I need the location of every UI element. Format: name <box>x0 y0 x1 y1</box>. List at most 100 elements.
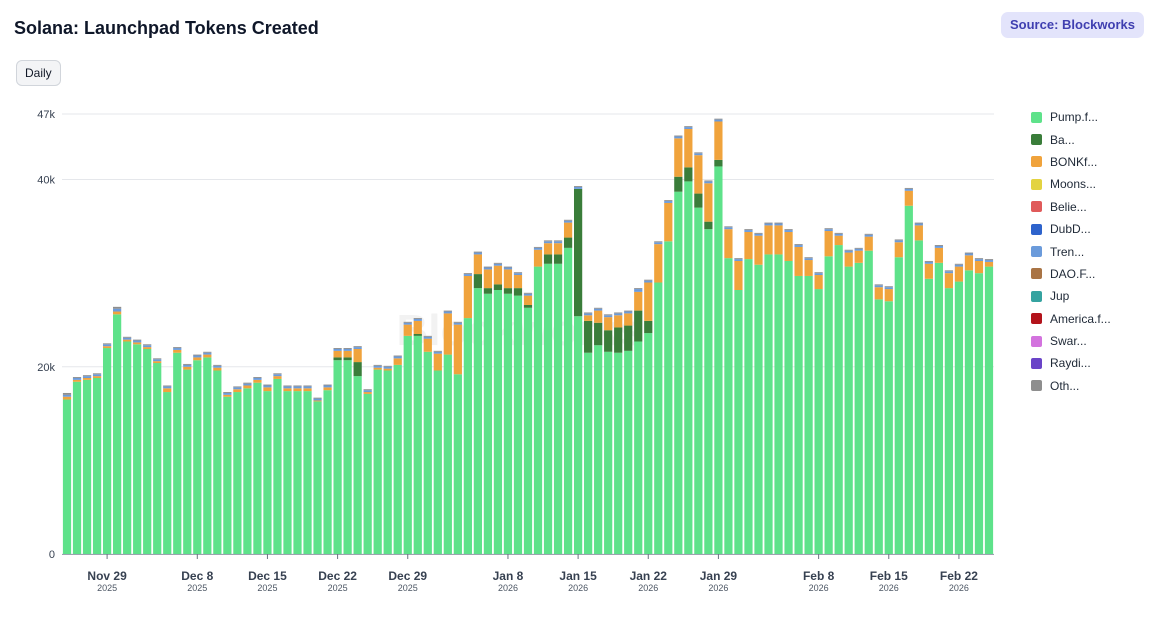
bar-segment <box>123 341 132 554</box>
bar-segment <box>553 263 563 554</box>
bar-segment <box>624 350 633 554</box>
bar-segment <box>353 347 362 349</box>
legend-item[interactable]: DubD... <box>1031 218 1111 240</box>
bar-segment <box>594 322 603 346</box>
bar-segment <box>62 394 72 397</box>
bar-segment <box>724 229 733 259</box>
bar-segment <box>243 388 252 554</box>
bar-segment <box>543 254 553 264</box>
legend-item[interactable]: Ba... <box>1031 128 1111 150</box>
bar-segment <box>143 347 152 349</box>
bar-segment <box>754 264 763 554</box>
bar-segment <box>934 262 943 554</box>
bar-segment <box>213 365 222 368</box>
bar-segment <box>223 392 232 393</box>
bar-segment <box>543 241 553 244</box>
bar-segment <box>864 233 873 235</box>
bar-segment <box>954 281 964 554</box>
bar-segment <box>714 159 723 167</box>
bar-segment <box>233 387 242 390</box>
bar-segment <box>644 320 653 334</box>
bar-segment <box>353 376 362 554</box>
bar-segment <box>163 392 172 554</box>
bar-segment <box>333 348 342 351</box>
bar-segment <box>834 233 843 236</box>
bar-segment <box>954 264 964 267</box>
bar-segment <box>844 252 853 267</box>
bar-segment <box>744 230 753 232</box>
bar-segment <box>503 293 513 554</box>
x-tick-label: Dec 29 <box>388 569 427 583</box>
bar-segment <box>513 288 523 296</box>
x-tick-year: 2025 <box>398 583 418 593</box>
legend-item[interactable]: DAO.F... <box>1031 263 1111 285</box>
bar-segment <box>493 284 503 290</box>
bar-segment <box>333 360 342 554</box>
bar-segment <box>553 254 563 264</box>
bar-segment <box>884 301 893 554</box>
bar-segment <box>233 386 242 388</box>
bar-segment <box>914 225 923 241</box>
bar-segment <box>363 390 372 393</box>
legend-item[interactable]: Moons... <box>1031 173 1111 195</box>
legend-label: DubD... <box>1050 222 1091 237</box>
legend-item[interactable]: Pump.f... <box>1031 106 1111 128</box>
bar-segment <box>503 288 513 294</box>
bar-segment <box>213 367 222 371</box>
daily-period-button[interactable]: Daily <box>16 60 61 86</box>
legend-item[interactable]: America.f... <box>1031 308 1111 330</box>
bar-segment <box>704 180 713 182</box>
bar-segment <box>363 392 372 394</box>
legend-swatch <box>1031 111 1042 123</box>
legend-label: Tren... <box>1050 244 1085 259</box>
bar-segment <box>493 265 503 285</box>
bar-segment <box>393 364 402 554</box>
legend-item[interactable]: BONKf... <box>1031 151 1111 173</box>
bar-segment <box>313 397 322 399</box>
x-tick-year: 2026 <box>708 583 728 593</box>
bar-segment <box>293 386 302 389</box>
bar-segment <box>363 393 372 554</box>
bar-segment <box>173 349 182 353</box>
bar-segment <box>904 188 913 191</box>
legend-swatch <box>1031 246 1042 258</box>
bar-segment <box>513 275 523 289</box>
bar-segment <box>493 262 503 264</box>
legend-swatch <box>1031 134 1042 146</box>
bar-segment <box>964 255 974 271</box>
legend-item[interactable]: Belie... <box>1031 196 1111 218</box>
bar-segment <box>884 287 893 290</box>
bar-segment <box>964 253 974 256</box>
bar-segment <box>283 385 292 387</box>
legend-item[interactable]: Oth... <box>1031 375 1111 397</box>
bar-segment <box>102 348 112 554</box>
bar-segment <box>353 348 362 363</box>
bar-segment <box>463 275 472 319</box>
legend-item[interactable]: Raydi... <box>1031 352 1111 374</box>
bar-segment <box>153 361 162 364</box>
bar-segment <box>774 222 783 224</box>
legend-item[interactable]: Swar... <box>1031 330 1111 352</box>
bar-segment <box>944 270 954 272</box>
bar-segment <box>433 350 442 352</box>
bar-segment <box>473 274 483 289</box>
bar-segment <box>794 245 803 247</box>
x-tick-year: 2026 <box>498 583 518 593</box>
chart-title: Solana: Launchpad Tokens Created <box>14 18 319 38</box>
legend-item[interactable]: Jup <box>1031 285 1111 307</box>
bar-segment <box>483 293 493 554</box>
bar-segment <box>193 360 202 554</box>
source-badge[interactable]: Source: Blockworks <box>1001 12 1144 38</box>
bar-segment <box>543 243 553 255</box>
bar-segment <box>894 257 903 554</box>
bar-segment <box>974 273 984 554</box>
bar-segment <box>483 269 493 289</box>
bar-segment <box>513 273 523 276</box>
bar-segment <box>914 240 923 554</box>
x-tick-label: Jan 15 <box>559 569 597 583</box>
legend-item[interactable]: Tren... <box>1031 240 1111 262</box>
bar-segment <box>243 382 252 384</box>
bar-segment <box>614 313 623 316</box>
bar-segment <box>533 249 543 267</box>
bar-segment <box>133 339 142 341</box>
